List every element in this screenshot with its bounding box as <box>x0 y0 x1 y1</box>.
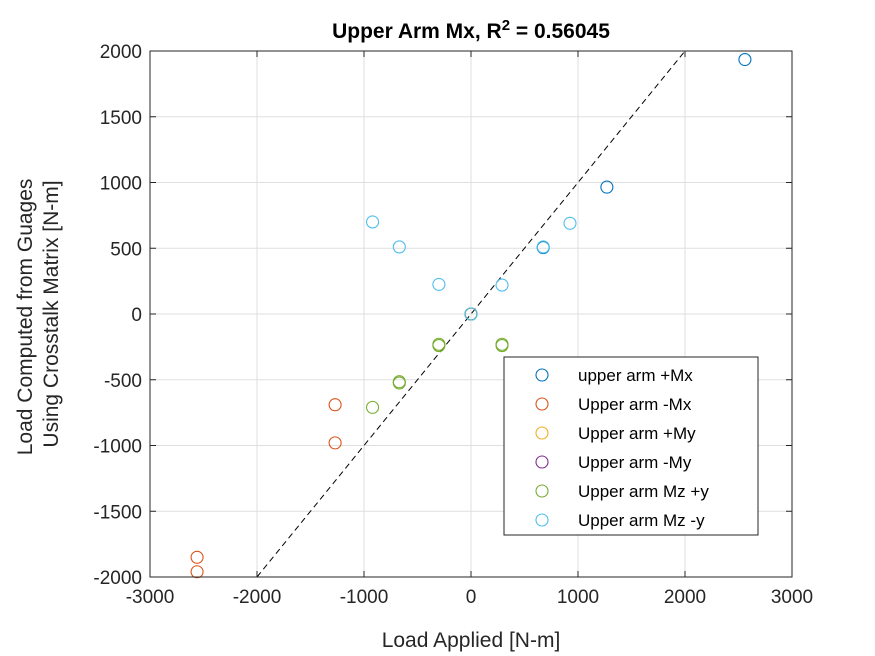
legend-marker <box>535 368 549 382</box>
y-axis-label: Load Computed from Guages Using Crosstal… <box>14 173 63 456</box>
legend-label: Upper arm Mz -y <box>578 511 705 530</box>
data-point <box>600 180 614 194</box>
legend-item: Upper arm Mz +y <box>535 482 709 501</box>
x-tick-label: -2000 <box>233 587 282 608</box>
legend-box <box>503 356 759 536</box>
y-axis-label-line-1: Load Computed from Guages <box>14 179 37 456</box>
data-point <box>190 550 204 564</box>
legend-item: Upper arm Mz -y <box>535 511 705 530</box>
legend-marker <box>535 484 549 498</box>
data-points <box>190 52 752 579</box>
legend-item: Upper arm -My <box>535 453 692 472</box>
data-point <box>392 376 406 390</box>
title-main: Upper Arm Mx, R <box>332 20 502 43</box>
legend-marker <box>535 397 549 411</box>
data-point <box>328 436 342 450</box>
legend-item: Upper arm -Mx <box>535 395 692 414</box>
legend: upper arm +Mx Upper arm -Mx Upper arm +My U… <box>503 356 759 536</box>
chart-title: Upper Arm Mx, R2 = 0.56045 <box>332 17 610 43</box>
data-point <box>495 278 509 292</box>
y-tick-label: -1000 <box>93 437 142 458</box>
data-point <box>495 339 509 353</box>
x-tick-label: 2000 <box>664 587 706 608</box>
reference-line-group <box>256 50 686 578</box>
legend-label: Upper arm Mz +y <box>578 482 709 501</box>
data-point <box>392 240 406 254</box>
data-point <box>432 339 446 353</box>
legend-label: Upper arm -My <box>578 453 692 472</box>
x-tick-label: -3000 <box>126 587 175 608</box>
legend-label: Upper arm -Mx <box>578 395 692 414</box>
title-rest: = 0.56045 <box>510 20 610 43</box>
y-tick-label: 1000 <box>100 174 142 195</box>
x-tick-label: 1000 <box>557 587 599 608</box>
y-tick-label: 0 <box>131 305 142 326</box>
legend-label: upper arm +Mx <box>578 366 693 385</box>
data-point <box>328 398 342 412</box>
ticks <box>149 50 793 578</box>
x-tick-label: -1000 <box>340 587 389 608</box>
x-tick-labels: -3000 -2000 -1000 0 1000 2000 3000 <box>126 587 813 608</box>
y-tick-label: -1500 <box>93 502 142 523</box>
data-point <box>432 277 446 291</box>
data-point <box>464 307 478 321</box>
x-axis-label: Load Applied [N-m] <box>382 629 561 652</box>
data-point <box>366 215 380 229</box>
y-tick-label: 2000 <box>100 42 142 63</box>
title-superscript: 2 <box>502 17 510 34</box>
data-point <box>536 240 550 254</box>
data-point <box>190 565 204 579</box>
legend-label: Upper arm +My <box>578 424 696 443</box>
x-tick-label: 3000 <box>771 587 813 608</box>
x-tick-label: 0 <box>466 587 477 608</box>
y-tick-label: 500 <box>110 239 142 260</box>
y-axis-label-line-2: Using Crosstalk Matrix [N-m] <box>40 180 63 447</box>
data-point <box>738 52 752 67</box>
legend-item: upper arm +Mx <box>535 366 693 385</box>
reference-line <box>256 50 686 578</box>
data-point <box>366 400 380 414</box>
series-5 <box>366 215 577 321</box>
y-tick-labels: -2000 -1500 -1000 -500 0 500 1000 1500 2000 <box>93 42 142 589</box>
legend-item: Upper arm +My <box>535 424 696 443</box>
legend-marker <box>535 426 549 440</box>
y-tick-label: -2000 <box>93 568 142 589</box>
y-tick-label: 1500 <box>100 108 142 129</box>
legend-marker <box>535 455 549 469</box>
legend-marker <box>535 513 549 527</box>
y-tick-label: -500 <box>104 371 142 392</box>
data-point <box>563 216 577 230</box>
